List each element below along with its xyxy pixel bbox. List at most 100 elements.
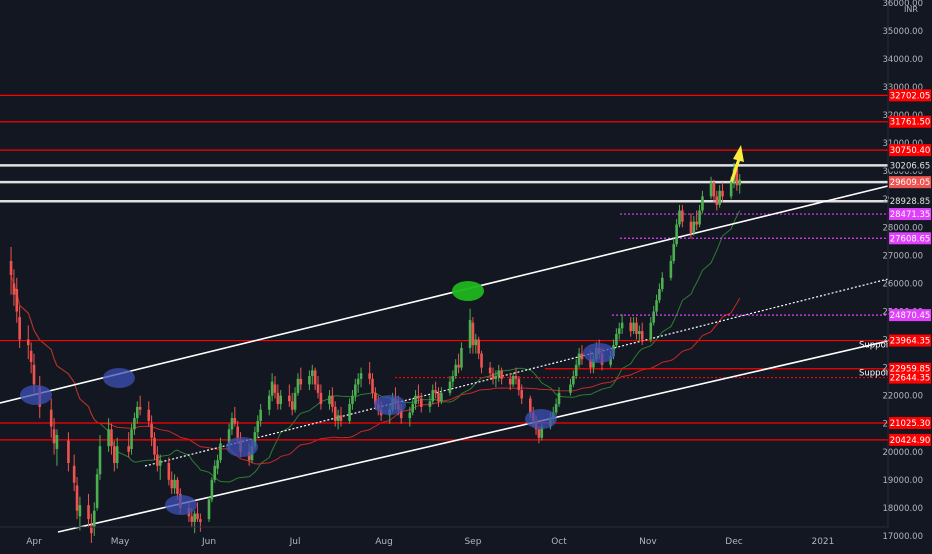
price-level-tag	[889, 371, 931, 384]
candle-body	[49, 409, 53, 427]
candle-body	[580, 353, 584, 360]
candle-body	[296, 378, 300, 393]
candle-body	[72, 465, 76, 483]
candle-body	[620, 322, 624, 329]
candle-body	[689, 221, 693, 233]
candle-body	[632, 322, 635, 332]
candle-body	[316, 384, 320, 393]
candle-body	[554, 404, 558, 413]
candle-body	[474, 339, 478, 346]
candle-body	[336, 415, 340, 421]
candle-body	[236, 426, 239, 438]
price-level-value: 22959.85	[890, 365, 931, 375]
candle-body	[153, 437, 156, 455]
price-tick-label: 31000.00	[882, 139, 923, 149]
candle-body	[216, 460, 219, 469]
candle-body	[629, 322, 633, 332]
candle-body	[12, 283, 16, 295]
candle-body	[574, 364, 578, 377]
candle-body	[471, 322, 475, 346]
candle-body	[557, 392, 561, 405]
candle-body	[681, 210, 684, 222]
candle-body	[310, 370, 314, 377]
candle-body	[718, 190, 721, 205]
price-level-value: 24870.45	[890, 311, 931, 321]
candle-body	[417, 395, 420, 399]
price-tick-label: 36000.00	[882, 0, 923, 9]
candle-body	[196, 513, 199, 520]
price-level-tag	[889, 159, 931, 172]
candle-body	[328, 395, 331, 405]
candle-body	[233, 418, 237, 424]
candle-body	[308, 376, 311, 385]
candle-body	[460, 347, 463, 368]
candles-layer	[9, 162, 742, 543]
candle-body	[90, 524, 93, 534]
trend-channel	[0, 185, 889, 533]
candle-body	[488, 367, 492, 374]
price-level-tag	[889, 195, 931, 208]
candle-body	[273, 384, 277, 393]
candle-body	[508, 378, 512, 385]
pivot-circle-marker	[103, 368, 135, 388]
candle-body	[577, 353, 581, 365]
candle-body	[290, 401, 294, 410]
pivot-markers	[20, 281, 615, 515]
candle-body	[95, 474, 99, 508]
candle-body	[55, 434, 59, 449]
price-level-value: 21025.30	[890, 419, 931, 429]
candle-body	[147, 409, 151, 421]
candle-body	[617, 328, 621, 334]
candle-body	[9, 260, 13, 275]
channel-upper-line	[0, 185, 889, 404]
candle-body	[448, 381, 452, 393]
candle-body	[207, 499, 211, 520]
support-annotation: Support	[859, 341, 893, 351]
price-level-value: 28471.35	[890, 210, 931, 220]
candle-body	[537, 429, 541, 438]
time-axis[interactable]: Apr May Jun Jul Aug Sep Oct Nov Dec 2021	[0, 526, 888, 547]
candle-body	[127, 446, 130, 452]
support-annotation: Support	[859, 369, 893, 379]
time-tick-label: Apr	[26, 537, 42, 547]
candle-body	[712, 182, 716, 197]
candle-body	[176, 479, 179, 494]
peak-circle-marker	[452, 281, 484, 301]
candle-body	[451, 376, 455, 382]
horizontal-levels	[0, 94, 888, 441]
price-level-tag	[889, 115, 931, 128]
time-tick-label: 2021	[811, 537, 834, 547]
candle-body	[67, 440, 70, 464]
price-tick-label: 19000.00	[882, 476, 923, 486]
price-level-value: 30750.40	[890, 146, 931, 156]
candle-body	[494, 376, 498, 379]
candle-body	[92, 510, 96, 528]
candle-body	[371, 378, 374, 393]
candle-body	[115, 446, 119, 464]
candle-body	[299, 378, 303, 385]
price-axis[interactable]: 17000.0018000.0019000.0020000.0021000.00…	[882, 0, 932, 550]
candle-body	[701, 196, 704, 211]
candle-body	[331, 395, 334, 407]
price-level-tag	[889, 232, 931, 245]
candle-body	[592, 359, 595, 368]
candle-body	[655, 300, 658, 312]
candle-body	[227, 429, 231, 444]
candle-body	[672, 244, 676, 261]
candle-body	[173, 479, 176, 489]
candle-body	[267, 395, 271, 410]
level-annotations: Support Support	[859, 341, 893, 379]
price-level-tag	[889, 417, 931, 430]
candle-body	[319, 392, 323, 405]
candle-body	[133, 418, 136, 430]
candle-body	[113, 446, 116, 464]
price-level-tag	[889, 334, 931, 347]
breakout-arrow-icon	[730, 145, 744, 182]
price-tick-label: 26000.00	[882, 279, 923, 289]
candle-body	[735, 168, 739, 186]
candle-body	[256, 420, 260, 433]
pivot-circle-marker	[226, 437, 258, 457]
price-level-value: 30206.65	[890, 161, 931, 171]
